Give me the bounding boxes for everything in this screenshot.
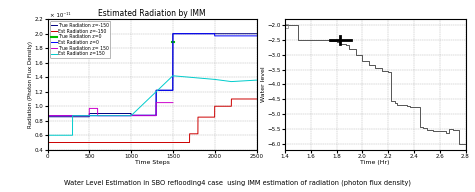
Est Radiation z=0 <box>170 89 176 91</box>
Est Radiation z=150 <box>212 78 218 81</box>
Est Radiation z=-150 <box>170 141 176 144</box>
True Radiation z=-150 <box>128 114 134 117</box>
Est Radiation z=150 <box>86 114 92 117</box>
Est Radiation z=-150 <box>228 105 234 107</box>
Est Radiation z=150 <box>228 80 234 83</box>
Est Radiation z=-150 <box>170 141 176 144</box>
Est Radiation z=150 <box>212 78 218 81</box>
Est Radiation z=150 <box>70 134 76 136</box>
Est Radiation z=150 <box>254 79 259 81</box>
Est Radiation z=-150 <box>128 141 134 144</box>
Est Radiation z=150 <box>170 75 176 77</box>
True Radiation z= 150 <box>45 114 50 117</box>
Line: Est Radiation z=150: Est Radiation z=150 <box>48 76 256 135</box>
True Radiation z=-150 <box>212 33 218 35</box>
Est Radiation z=0 <box>86 114 92 117</box>
Est Radiation z=-150 <box>153 141 159 144</box>
True Radiation z=-150 <box>195 33 201 35</box>
Text: Water Level Estimation in SBO reflooding4 case  using IMM estimation of radiatio: Water Level Estimation in SBO reflooding… <box>64 180 411 186</box>
Est Radiation z=-150 <box>45 141 50 144</box>
True Radiation z=-150 <box>45 116 50 118</box>
Est Radiation z=150 <box>128 114 134 117</box>
Est Radiation z=0 <box>86 114 92 117</box>
Est Radiation z=-150 <box>212 116 218 118</box>
Est Radiation z=0 <box>212 33 218 35</box>
True Radiation z=-150 <box>86 116 92 118</box>
True Radiation z= 150 <box>86 107 92 110</box>
True Radiation z=-150 <box>153 114 159 117</box>
True Radiation z=-150 <box>212 33 218 35</box>
Line: True Radiation z=-150: True Radiation z=-150 <box>48 34 256 117</box>
Title: Estimated Radiation by IMM: Estimated Radiation by IMM <box>98 9 206 18</box>
Est Radiation z=-150 <box>228 98 234 100</box>
True Radiation z=-150 <box>254 33 259 35</box>
Est Radiation z=-150 <box>153 141 159 144</box>
Est Radiation z=0 <box>212 35 218 37</box>
Est Radiation z=0 <box>128 114 134 117</box>
Est Radiation z=0 <box>195 33 201 35</box>
Y-axis label: Water level: Water level <box>261 67 266 102</box>
Y-axis label: Radiation (Photon Flux Density): Radiation (Photon Flux Density) <box>28 41 33 128</box>
Est Radiation z=0 <box>45 114 50 117</box>
Est Radiation z=150 <box>153 91 159 93</box>
True Radiation z=-150 <box>128 112 134 115</box>
Est Radiation z=-150 <box>254 98 259 100</box>
True Radiation z= 150 <box>170 101 176 104</box>
Est Radiation z=150 <box>128 114 134 117</box>
True Radiation z= 150 <box>153 101 159 104</box>
Text: × 10⁻¹¹: × 10⁻¹¹ <box>49 13 70 18</box>
Est Radiation z=-150 <box>187 141 192 144</box>
True Radiation z= 150 <box>95 107 100 110</box>
Est Radiation z=0 <box>128 114 134 117</box>
True Radiation z=-150 <box>170 33 176 35</box>
Est Radiation z=150 <box>45 134 50 136</box>
True Radiation z= 150 <box>128 114 134 117</box>
X-axis label: Time Steps: Time Steps <box>134 160 170 165</box>
Line: Est Radiation z=-150: Est Radiation z=-150 <box>48 99 256 142</box>
Line: True Radiation z= 150: True Radiation z= 150 <box>48 103 173 116</box>
Est Radiation z=150 <box>153 91 159 93</box>
True Radiation z= 150 <box>95 114 101 117</box>
Est Radiation z=150 <box>228 80 234 83</box>
Est Radiation z=-150 <box>195 116 201 118</box>
Est Radiation z=150 <box>70 114 76 117</box>
Est Radiation z=150 <box>86 114 92 117</box>
True Radiation z= 150 <box>153 114 159 117</box>
True Radiation z= 150 <box>128 114 134 117</box>
True Radiation z= 150 <box>170 101 176 104</box>
True Radiation z=-150 <box>195 33 201 35</box>
Est Radiation z=0 <box>195 33 201 35</box>
True Radiation z=-150 <box>153 89 159 91</box>
True Radiation z= 150 <box>170 101 176 104</box>
Est Radiation z=0 <box>170 33 176 35</box>
Est Radiation z=0 <box>254 35 259 37</box>
Est Radiation z=-150 <box>195 133 201 135</box>
Est Radiation z=-150 <box>128 141 134 144</box>
Est Radiation z=150 <box>170 75 176 77</box>
True Radiation z=-150 <box>86 112 92 115</box>
Est Radiation z=-150 <box>212 105 218 107</box>
Line: Est Radiation z=0: Est Radiation z=0 <box>48 34 256 116</box>
Legend: True Radiation z=-150, Est Radiation z=-150, True Radiation z=0, Est Radiation z: True Radiation z=-150, Est Radiation z=-… <box>50 22 110 58</box>
X-axis label: Time (Hr): Time (Hr) <box>361 160 390 165</box>
True Radiation z=0 <box>169 41 175 44</box>
True Radiation z=0 <box>171 41 177 44</box>
Est Radiation z=0 <box>153 114 159 117</box>
Est Radiation z=-150 <box>187 133 192 135</box>
True Radiation z=-150 <box>170 89 176 91</box>
True Radiation z= 150 <box>86 114 92 117</box>
Est Radiation z=0 <box>153 89 159 91</box>
